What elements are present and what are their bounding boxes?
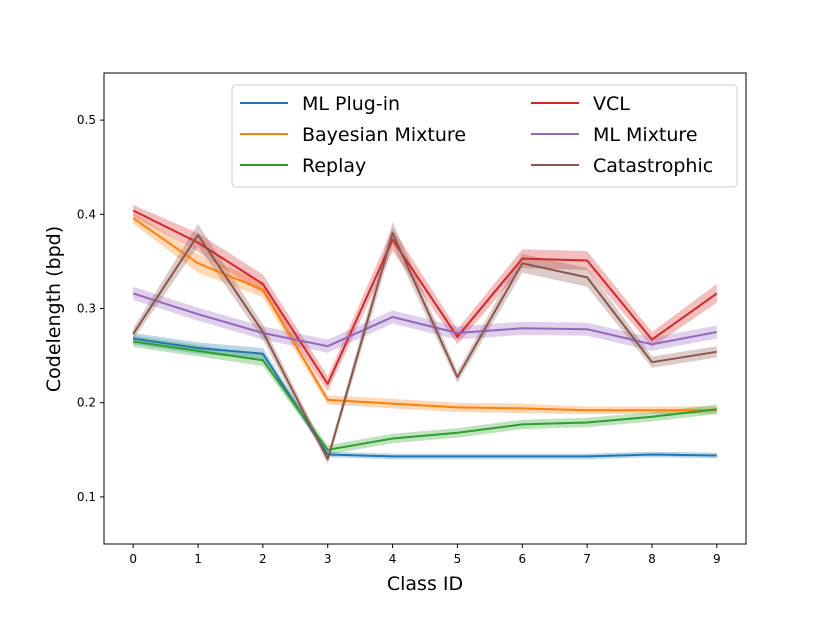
line-ml-mixture [132,292,717,348]
band-vcl [133,204,717,392]
x-tick-label: 0 [129,552,137,566]
x-tick-label: 8 [648,552,656,566]
y-tick-label: 0.5 [77,113,96,127]
line-replay [133,340,717,451]
legend-item-bayesian-mixture: Bayesian Mixture [240,124,466,146]
legend: ML Plug-in Bayesian Mixture Replay VCL ML Mi… [231,84,738,188]
legend-label: ML Mixture [593,124,698,146]
y-tick-label: 0.3 [77,302,96,316]
y-tick-label: 0.1 [77,490,96,504]
x-tick-label: 3 [324,552,332,566]
legend-item-ml-mixture: ML Mixture [531,124,698,146]
line-ml-plug-in [133,337,717,458]
y-axis-title: Codelength (bpd) [43,226,65,392]
legend-label: ML Plug-in [302,93,400,115]
x-axis-title: Class ID [387,573,463,595]
legend-label: Catastrophic [593,155,713,177]
legend-box [231,84,738,188]
band-catastrophic [133,221,717,464]
line-vcl [132,209,718,385]
x-tick-label: 4 [389,552,397,566]
line-bayesian-mixture [132,217,717,412]
confidence-bands [133,204,717,464]
legend-item-ml-plug-in: ML Plug-in [240,93,400,115]
x-tick-label: 5 [454,552,462,566]
x-tick-label: 2 [259,552,267,566]
x-axis-ticks: 0 1 2 3 4 5 6 7 8 9 [129,544,721,566]
series-lines [132,209,718,461]
y-tick-label: 0.4 [77,207,96,221]
y-tick-label: 0.2 [77,396,96,410]
y-axis-ticks: 0.1 0.2 0.3 0.4 0.5 [77,113,104,504]
legend-item-catastrophic: Catastrophic [531,155,713,177]
legend-label: VCL [593,93,630,115]
legend-label: Bayesian Mixture [302,124,466,146]
x-tick-label: 7 [583,552,591,566]
x-tick-label: 1 [194,552,202,566]
band-replay [133,335,717,455]
legend-label: Replay [302,155,366,177]
band-ml-plug-in [133,333,717,460]
x-tick-label: 6 [518,552,526,566]
legend-item-vcl: VCL [531,93,630,115]
x-tick-label: 9 [713,552,721,566]
line-catastrophic [132,232,717,461]
legend-item-replay: Replay [240,155,366,177]
